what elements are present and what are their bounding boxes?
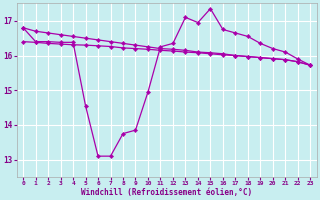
X-axis label: Windchill (Refroidissement éolien,°C): Windchill (Refroidissement éolien,°C) (81, 188, 252, 197)
